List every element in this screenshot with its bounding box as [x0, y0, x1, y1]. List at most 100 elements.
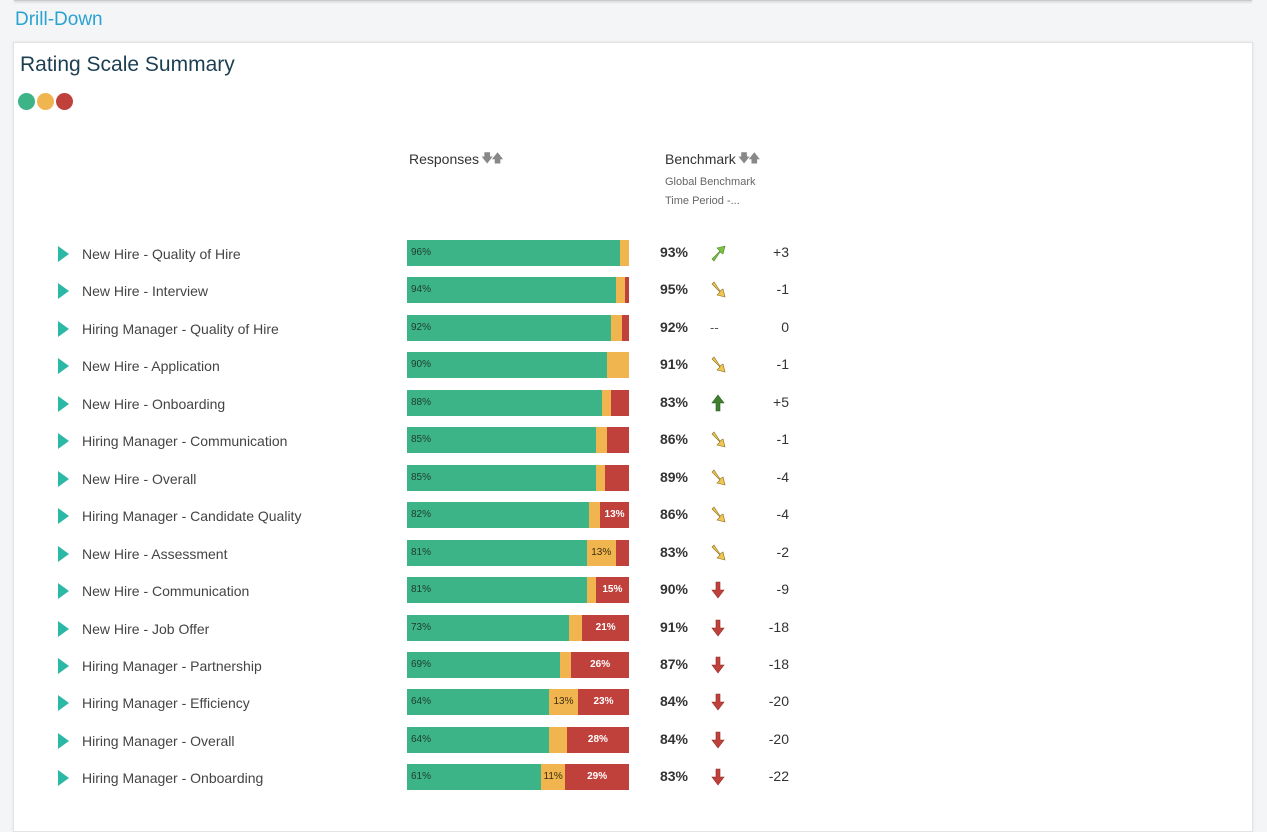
expand-row-icon[interactable] [58, 545, 69, 562]
response-bar[interactable]: 96% [407, 240, 629, 266]
bar-segment-unfavorable[interactable]: 15% [595, 577, 629, 604]
bar-segment-neutral[interactable] [620, 240, 629, 266]
expand-row-icon[interactable] [58, 695, 69, 712]
response-bar[interactable]: 88% [407, 389, 629, 416]
bar-segment-unfavorable[interactable] [604, 464, 629, 491]
legend-yellow-dot [37, 93, 54, 110]
response-bar[interactable]: 61% 11% 29% [407, 764, 629, 791]
bar-segment-unfavorable[interactable] [624, 277, 629, 304]
expand-row-icon[interactable] [58, 770, 69, 787]
bar-segment-favorable[interactable]: 85% [407, 427, 596, 454]
bar-segment-neutral[interactable] [589, 502, 601, 529]
table-row: Hiring Manager - Efficiency 64% 13% 23% 84% -… [14, 689, 1254, 716]
expand-row-icon[interactable] [58, 358, 69, 375]
benchmark-value: 86% [659, 431, 688, 448]
expand-row-icon[interactable] [58, 732, 69, 749]
response-bar[interactable]: 85% [407, 427, 629, 454]
row-label[interactable]: New Hire - Onboarding [82, 395, 226, 412]
expand-row-icon[interactable] [58, 508, 69, 525]
expand-row-icon[interactable] [58, 583, 69, 600]
response-bar[interactable]: 69% 26% [407, 651, 629, 678]
sort-arrows-icon[interactable]: 🡇🡅 [737, 151, 761, 165]
bar-segment-favorable[interactable]: 64% [407, 726, 550, 753]
bar-segment-unfavorable[interactable] [615, 539, 629, 566]
row-label[interactable]: New Hire - Interview [82, 283, 209, 300]
bar-segment-favorable[interactable]: 82% [407, 502, 590, 529]
bar-segment-unfavorable[interactable] [606, 427, 629, 454]
bar-segment-unfavorable[interactable]: 21% [582, 614, 629, 641]
bar-segment-neutral[interactable]: 13% [549, 689, 578, 716]
expand-row-icon[interactable] [58, 283, 69, 300]
row-label[interactable]: New Hire - Application [82, 358, 220, 375]
row-label[interactable]: New Hire - Communication [82, 583, 250, 600]
bar-segment-neutral[interactable] [595, 427, 607, 454]
response-bar[interactable]: 85% [407, 464, 629, 491]
bar-segment-unfavorable[interactable]: 13% [600, 502, 629, 529]
row-label[interactable]: Hiring Manager - Quality of Hire [82, 320, 279, 337]
bar-segment-unfavorable[interactable]: 23% [577, 689, 629, 716]
response-bar[interactable]: 90% [407, 352, 629, 379]
bar-segment-favorable[interactable]: 92% [407, 314, 612, 341]
response-bar[interactable]: 64% 13% 23% [407, 689, 629, 716]
bar-segment-neutral[interactable] [611, 314, 623, 341]
expand-row-icon[interactable] [58, 433, 69, 450]
bar-segment-unfavorable[interactable] [611, 389, 629, 416]
response-bar[interactable]: 94% [407, 277, 629, 304]
response-bar[interactable]: 82% 13% [407, 502, 629, 529]
response-bar[interactable]: 73% 21% [407, 614, 629, 641]
row-label[interactable]: Hiring Manager - Onboarding [82, 770, 264, 787]
row-label[interactable]: New Hire - Job Offer [82, 620, 210, 637]
row-label[interactable]: New Hire - Quality of Hire [82, 246, 241, 262]
bar-segment-neutral[interactable] [602, 389, 612, 416]
bar-segment-unfavorable[interactable]: 28% [566, 726, 629, 753]
bar-segment-neutral[interactable] [560, 651, 572, 678]
response-bar[interactable]: 81% 13% [407, 539, 629, 566]
row-label[interactable]: Hiring Manager - Partnership [82, 657, 262, 674]
bar-segment-favorable[interactable]: 64% [407, 689, 550, 716]
bar-segment-neutral[interactable] [615, 277, 625, 304]
bar-segment-neutral[interactable] [606, 352, 629, 379]
bar-segment-favorable[interactable]: 90% [407, 352, 607, 379]
row-label[interactable]: New Hire - Overall [82, 470, 197, 487]
bar-segment-unfavorable[interactable]: 26% [571, 651, 629, 678]
response-bar[interactable]: 81% 15% [407, 577, 629, 604]
expand-row-icon[interactable] [58, 470, 69, 487]
row-label[interactable]: Hiring Manager - Candidate Quality [82, 508, 302, 525]
response-bar[interactable]: 64% 28% [407, 726, 629, 753]
legend [18, 93, 73, 110]
bar-segment-favorable[interactable]: 85% [407, 464, 596, 491]
expand-row-icon[interactable] [58, 657, 69, 674]
row-label[interactable]: Hiring Manager - Communication [82, 433, 288, 450]
bar-segment-unfavorable[interactable] [622, 314, 629, 341]
benchmark-delta: -2 [776, 543, 789, 560]
bar-segment-favorable[interactable]: 94% [407, 277, 616, 304]
expand-row-icon[interactable] [58, 246, 69, 262]
row-label[interactable]: Hiring Manager - Overall [82, 732, 235, 749]
bar-segment-neutral[interactable] [549, 726, 567, 753]
bar-segment-favorable[interactable]: 61% [407, 764, 542, 791]
benchmark-delta: +5 [773, 393, 789, 410]
expand-row-icon[interactable] [58, 395, 69, 412]
bar-segment-neutral[interactable] [586, 577, 596, 604]
bar-segment-neutral[interactable] [595, 464, 605, 491]
row-label[interactable]: New Hire - Assessment [82, 545, 228, 562]
bar-segment-neutral[interactable]: 11% [541, 764, 566, 791]
expand-row-icon[interactable] [58, 620, 69, 637]
expand-row-icon[interactable] [58, 320, 69, 337]
trend-up-icon [706, 392, 730, 414]
bar-segment-favorable[interactable]: 73% [407, 614, 570, 641]
bar-segment-neutral[interactable] [569, 614, 583, 641]
bar-segment-unfavorable[interactable]: 29% [565, 764, 629, 791]
bar-segment-favorable[interactable]: 69% [407, 651, 561, 678]
bar-segment-neutral[interactable]: 13% [586, 539, 616, 566]
bar-segment-favorable[interactable]: 96% [407, 240, 621, 266]
row-label[interactable]: Hiring Manager - Efficiency [82, 695, 250, 712]
drill-down-link[interactable]: Drill-Down [15, 9, 103, 30]
bar-segment-favorable[interactable]: 81% [407, 539, 587, 566]
response-bar[interactable]: 92% [407, 314, 629, 341]
benchmark-value: 84% [659, 730, 688, 747]
bar-segment-favorable[interactable]: 81% [407, 577, 587, 604]
bar-segment-favorable[interactable]: 88% [407, 389, 603, 416]
sort-arrows-icon[interactable]: 🡇🡅 [481, 151, 504, 165]
benchmark-value: 84% [659, 693, 688, 710]
